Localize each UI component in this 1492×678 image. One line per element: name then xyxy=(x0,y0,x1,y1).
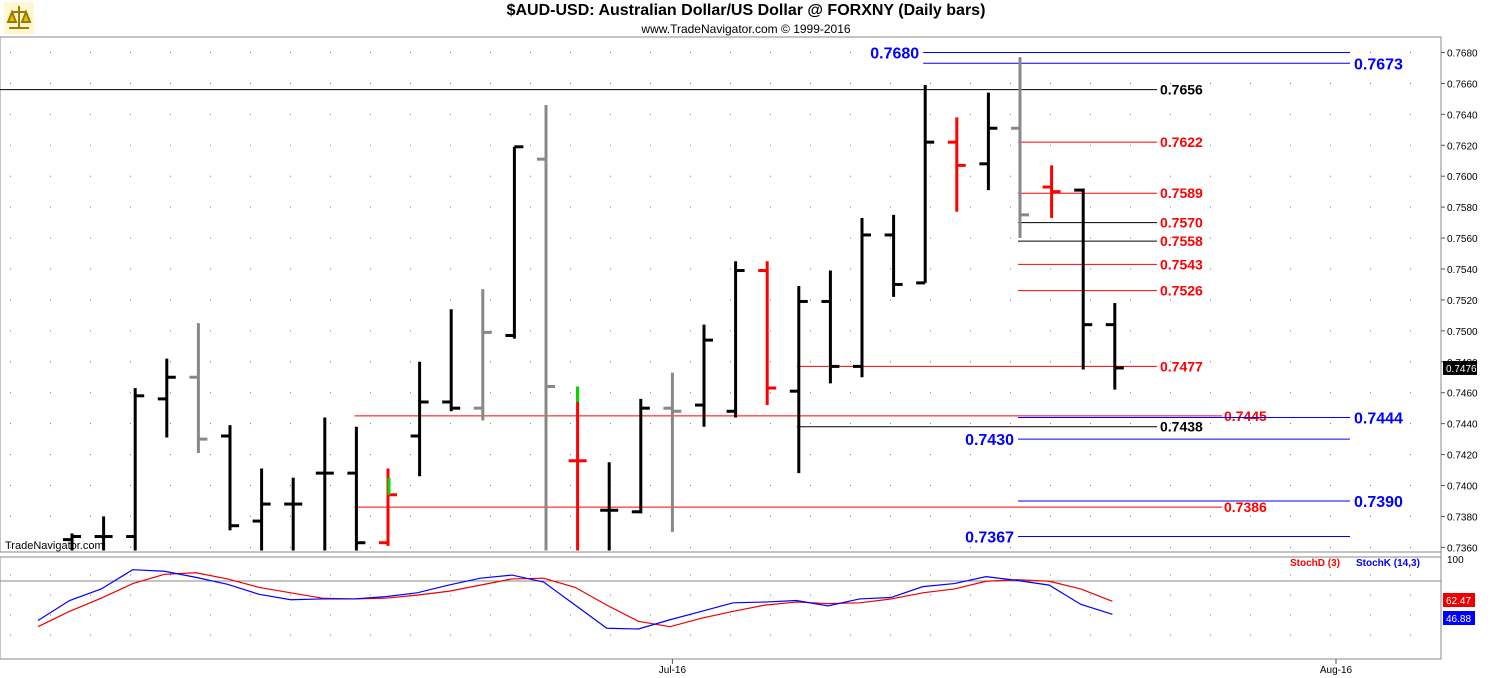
price-panel xyxy=(0,36,1442,553)
level-label: 0.7622 xyxy=(1160,134,1203,150)
last-price-box xyxy=(1443,360,1477,375)
y-tick-label: 0.7380 xyxy=(1447,512,1478,523)
y-tick-label: 0.7520 xyxy=(1447,296,1478,307)
ohlc-bar xyxy=(600,462,619,551)
ohlc-bar xyxy=(1042,165,1061,218)
y-tick-label: 0.7560 xyxy=(1447,234,1478,245)
ohlc-bar xyxy=(884,214,903,297)
level-label: 0.7656 xyxy=(1160,82,1203,98)
stoch-k-line xyxy=(37,569,1113,630)
y-tick-label: 0.7420 xyxy=(1447,451,1478,462)
ohlc-bar xyxy=(505,145,524,339)
trade-navigator-logo-icon xyxy=(4,2,34,34)
ohlc-bar xyxy=(789,285,808,474)
grid-dot-pattern xyxy=(10,51,1411,636)
ohlc-bar xyxy=(568,386,587,551)
ohlc-bar xyxy=(157,358,176,438)
price-axis: 0.7360 0.7380 0.7400 0.7420 0.7440 0.7460 0.74… xyxy=(1441,48,1478,554)
level-label: 0.7570 xyxy=(1160,215,1203,231)
level-label: 0.7477 xyxy=(1160,358,1203,374)
stoch-d-value-box xyxy=(1443,593,1475,607)
y-tick-label: 0.7400 xyxy=(1447,481,1478,492)
ohlc-bar xyxy=(979,92,998,191)
ohlc-bar xyxy=(853,217,871,378)
chart-title: $AUD-USD: Australian Dollar/US Dollar @ … xyxy=(506,2,986,19)
level-label: 0.7444 xyxy=(1354,410,1403,427)
ohlc-bar xyxy=(695,324,713,427)
stochastic-lines: 100 StochD (3) StochK (14,3) 62.47 46.88 xyxy=(0,555,1475,630)
ohlc-bar xyxy=(473,289,492,421)
stoch-legend-item: StochK (14,3) xyxy=(1356,558,1420,569)
level-label: 0.7367 xyxy=(965,530,1014,547)
ohlc-bar xyxy=(821,270,840,384)
ohlc-bar xyxy=(252,468,271,551)
level-label: 0.7673 xyxy=(1354,56,1403,73)
level-label: 0.7589 xyxy=(1160,185,1203,201)
stochastic-panel xyxy=(0,556,1442,660)
level-label: 0.7526 xyxy=(1160,283,1203,299)
level-label: 0.7386 xyxy=(1224,499,1267,515)
ohlc-bar xyxy=(94,516,113,551)
stoch-d-value: 62.47 xyxy=(1446,596,1471,607)
y-tick-label: 0.7460 xyxy=(1447,389,1478,400)
ohlc-bar xyxy=(189,323,208,454)
last-price-label: 0.7476 xyxy=(1446,364,1477,375)
x-tick-label: Jul-16 xyxy=(659,665,687,676)
stoch-d-line xyxy=(37,572,1113,628)
y-tick-label: 0.7680 xyxy=(1447,48,1478,59)
ohlc-bar xyxy=(126,388,145,551)
time-axis: Jul-16 Aug-16 xyxy=(659,659,1353,676)
ohlc-bar xyxy=(1011,57,1029,239)
ohlc-bar xyxy=(410,361,429,477)
grid-dots xyxy=(10,51,1411,636)
y-tick-label: 0.7360 xyxy=(1447,543,1478,554)
ohlc-bar xyxy=(663,372,682,532)
ohlc-bar xyxy=(1074,188,1093,370)
ohlc-bar xyxy=(63,533,81,551)
ohlc-bar xyxy=(315,417,334,551)
level-label: 0.7558 xyxy=(1160,233,1203,249)
level-label: 0.7438 xyxy=(1160,419,1203,435)
stoch-legend-item: StochD (3) xyxy=(1290,558,1340,569)
y-tick-label: 0.7640 xyxy=(1447,110,1478,121)
ohlc-bar xyxy=(347,426,366,551)
ohlc-bar xyxy=(221,425,239,531)
ohlc-bar xyxy=(631,398,650,514)
stoch-k-value: 46.88 xyxy=(1446,614,1471,625)
ohlc-bar xyxy=(916,84,935,285)
y-tick-label: 0.7440 xyxy=(1447,420,1478,431)
price-bars xyxy=(63,57,1124,551)
level-label: 0.7680 xyxy=(870,45,919,62)
stoch-top-label: 100 xyxy=(1447,555,1464,566)
y-tick-label: 0.7540 xyxy=(1447,265,1478,276)
y-tick-label: 0.7660 xyxy=(1447,79,1478,90)
chart-subtitle: www.TradeNavigator.com © 1999-2016 xyxy=(641,22,851,36)
level-label: 0.7390 xyxy=(1354,494,1403,511)
level-label: 0.7543 xyxy=(1160,256,1203,272)
x-tick-label: Aug-16 xyxy=(1320,665,1353,676)
level-label: 0.7430 xyxy=(965,432,1014,449)
y-tick-label: 0.7500 xyxy=(1447,327,1478,338)
ohlc-bar xyxy=(284,477,303,551)
ohlc-bar xyxy=(726,261,745,418)
ohlc-bar xyxy=(947,117,966,212)
ohlc-bar xyxy=(442,309,461,412)
ohlc-bar xyxy=(1105,303,1124,390)
ohlc-bar xyxy=(537,105,555,551)
support-resistance-levels: 0.7680 0.7673 0.7656 0.7622 0.7589 0.7570 0.75… xyxy=(0,45,1403,547)
y-tick-label: 0.7600 xyxy=(1447,172,1478,183)
stoch-k-value-box xyxy=(1443,611,1475,625)
watermark: TradeNavigator.com xyxy=(5,540,104,552)
level-label: 0.7445 xyxy=(1224,408,1267,424)
ohlc-bar xyxy=(758,261,777,406)
y-tick-label: 0.7620 xyxy=(1447,141,1478,152)
y-tick-label: 0.7580 xyxy=(1447,203,1478,214)
